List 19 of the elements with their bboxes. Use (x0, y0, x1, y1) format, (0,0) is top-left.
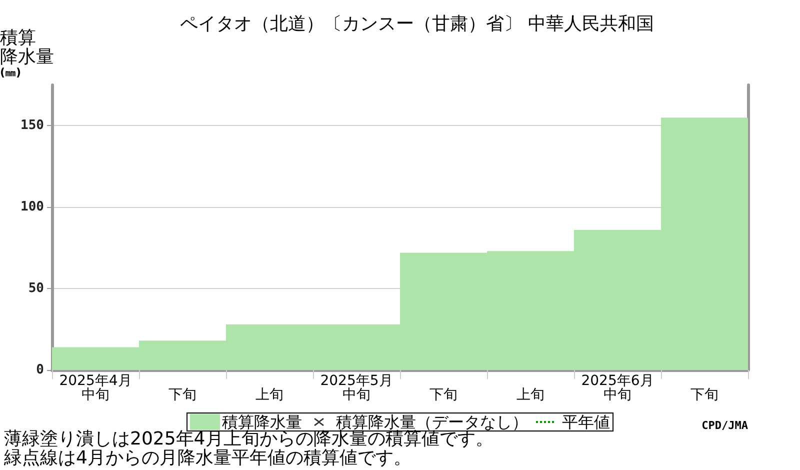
y-tick-label: 100 (20, 200, 44, 215)
y-tick-label: 0 (36, 362, 44, 378)
legend-label: 積算降水量（データなし） (336, 412, 528, 432)
text: CPD/JMA (702, 419, 748, 432)
y-tick-label: 50 (28, 281, 44, 296)
x-tick-label: 下旬 (690, 387, 718, 403)
chart-title: ペイタオ（北道）〔カンスー（甘粛）省〕 中華人民共和国 (180, 14, 654, 34)
x-tick-label: 上旬 (256, 387, 284, 403)
x-tick-label: 下旬 (168, 387, 196, 403)
text: 緑点線は4月からの月降水量平年値の積算値です。 (3, 448, 412, 468)
x-tick-label: 2025年4月中旬 (59, 373, 132, 403)
y-tick-label: 150 (20, 118, 44, 134)
legend-label: 積算降水量 (222, 412, 302, 432)
x-tick-label: 2025年5月中旬 (320, 373, 393, 403)
legend-label: 平年値 (562, 412, 610, 432)
x-tick-label: 上旬 (516, 387, 544, 403)
x-tick-label: 2025年6月中旬 (581, 373, 654, 403)
y-axis-title: 積算降水量(㎜) (0, 28, 54, 79)
x-tick-label: 下旬 (430, 387, 458, 403)
